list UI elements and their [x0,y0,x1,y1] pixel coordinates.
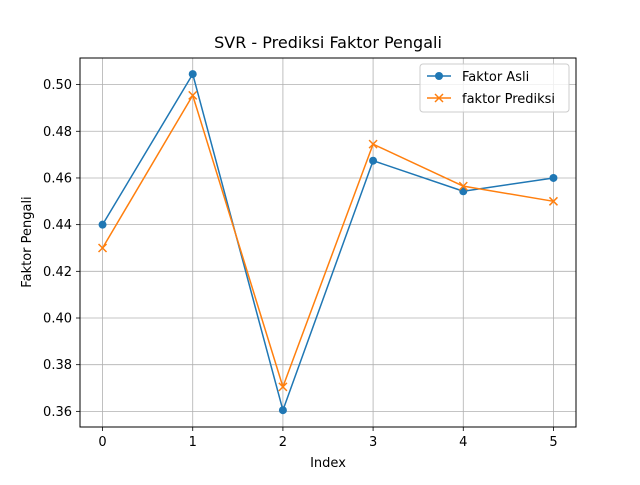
y-axis-label: Faktor Pengali [20,196,35,287]
y-tick-label: 0.38 [43,358,72,373]
y-tick-label: 0.50 [43,78,72,93]
data-point-faktor-asli [549,173,558,182]
x-tick-label: 5 [549,435,557,450]
chart-title: SVR - Prediksi Faktor Pengali [214,33,442,52]
legend-marker-faktor-prediksi [434,93,444,103]
y-tick-label: 0.36 [43,405,72,420]
x-axis-label: Index [310,456,346,471]
y-tick-label: 0.46 [43,171,72,186]
x-tick-label: 1 [189,435,197,450]
y-tick-label: 0.44 [43,218,72,233]
legend-label-faktor-prediksi: faktor Prediksi [462,92,555,107]
grid [80,58,576,427]
series-layer [98,70,558,415]
data-point-faktor-asli [188,70,197,79]
data-point-faktor-asli [369,156,378,165]
data-point-faktor-prediksi [188,90,198,100]
data-point-faktor-prediksi [368,139,378,149]
data-point-faktor-prediksi [548,196,558,206]
x-tick-label: 4 [459,435,467,450]
x-tick-label: 0 [98,435,106,450]
legend-marker-faktor-asli [435,72,443,80]
legend: Faktor Asli faktor Prediksi [419,63,570,113]
x-tick-label: 3 [369,435,377,450]
data-point-faktor-prediksi [458,181,468,191]
y-tick-label: 0.40 [43,312,72,327]
data-point-faktor-asli [278,406,287,415]
data-point-faktor-prediksi [98,243,108,253]
plot-frame [79,57,577,428]
legend-box [419,63,570,113]
axis-ticks: 0 1 2 3 4 5 0.36 0.38 0.40 0.42 0.44 0.46 0.48 0.50 [43,78,558,450]
data-point-faktor-asli [98,220,107,229]
data-point-faktor-prediksi [278,382,288,392]
legend-label-faktor-asli: Faktor Asli [462,70,529,85]
y-tick-label: 0.48 [43,125,72,140]
x-tick-label: 2 [279,435,287,450]
y-tick-label: 0.42 [43,265,72,280]
series-line-faktor-prediksi [101,94,554,388]
data-point-faktor-asli [459,187,468,196]
